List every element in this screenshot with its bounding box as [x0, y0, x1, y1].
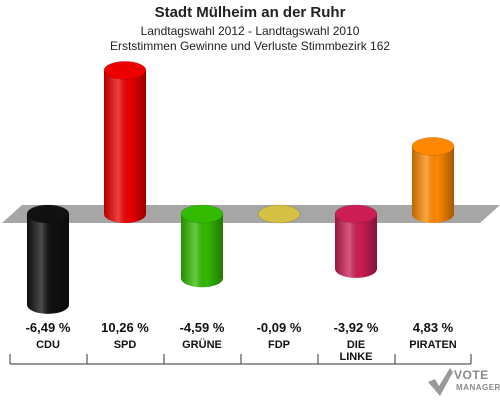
bar-fdp: [257, 204, 301, 224]
logo-vote-text: VOTE: [454, 368, 489, 382]
category-label: FDP: [268, 339, 290, 351]
votemanager-logo: VOTE MANAGER: [426, 366, 500, 400]
category-label: PIRATEN: [409, 339, 457, 351]
category-label: GRÜNE: [182, 339, 222, 351]
checkmark-icon: [428, 368, 453, 396]
logo-manager-text: MANAGER: [456, 383, 500, 392]
bar-grüne: [180, 204, 224, 288]
chart-subtitle: Landtagswahl 2012 - Landtagswahl 2010: [140, 24, 360, 38]
category-label: SPD: [113, 339, 137, 351]
chart-subtitle-2: Erststimmen Gewinne und Verluste Stimmbe…: [109, 39, 391, 53]
bar-cdu: [26, 204, 70, 314]
value-label: -0,09 %: [256, 320, 302, 335]
bar-die-linke: [334, 204, 378, 278]
chart-title: Stadt Mülheim an der Ruhr: [154, 4, 346, 21]
category-label: DIE LINKE: [339, 339, 373, 363]
value-label: -3,92 %: [333, 320, 379, 335]
category-label: CDU: [36, 339, 60, 351]
value-label: -4,59 %: [179, 320, 225, 335]
value-label: -6,49 %: [25, 320, 71, 335]
bar-piraten: [411, 136, 455, 223]
value-label: 10,26 %: [101, 320, 149, 335]
value-label: 4,83 %: [412, 320, 454, 335]
bar-spd: [103, 60, 147, 223]
